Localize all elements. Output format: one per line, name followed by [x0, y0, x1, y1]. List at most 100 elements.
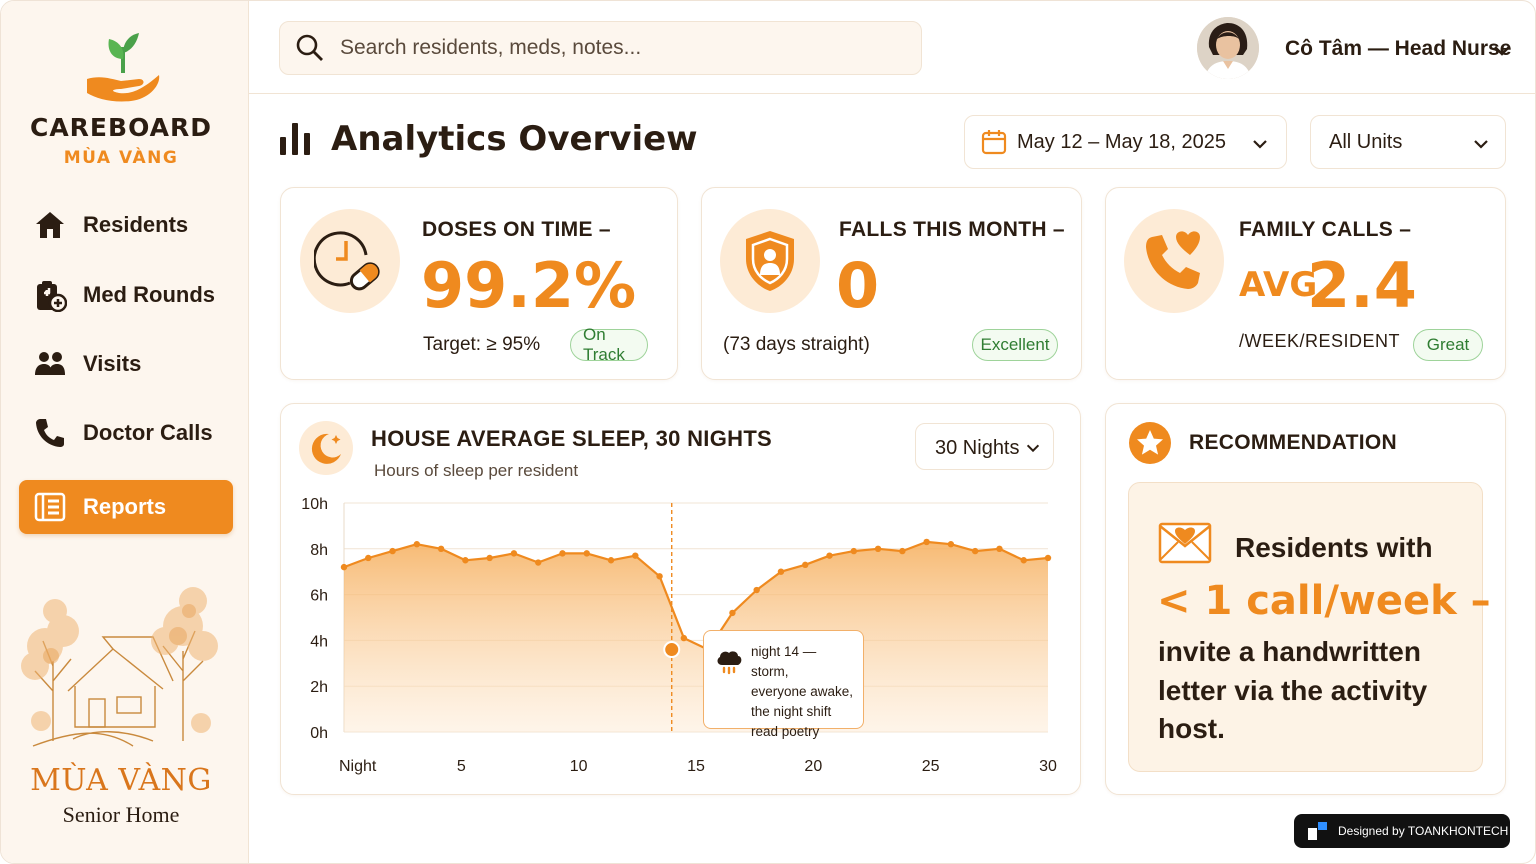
kpi-value: 99.2% — [421, 249, 637, 322]
home-name: MÙA VÀNG — [30, 763, 212, 798]
x-tick-label: 30 — [1039, 758, 1057, 775]
credit-logo-icon — [1308, 822, 1327, 840]
y-tick-label: 2h — [310, 679, 328, 696]
data-point — [874, 545, 882, 552]
date-range-select[interactable]: May 12 – May 18, 2025 — [964, 115, 1287, 169]
data-point — [923, 538, 930, 546]
sidebar-item-label: Med Rounds — [83, 282, 215, 307]
data-point — [753, 586, 760, 594]
data-point — [559, 550, 566, 557]
designer-credit[interactable]: Designed by TOANKHONTECH — [1294, 814, 1510, 848]
storm-cloud-icon — [717, 651, 742, 675]
search-bar[interactable] — [279, 21, 922, 75]
kpi-label: FALLS THIS MONTH – — [839, 218, 1065, 241]
date-range-value: May 12 – May 18, 2025 — [1017, 131, 1227, 153]
data-point — [535, 559, 542, 566]
highlight-point — [663, 641, 681, 659]
people-icon — [35, 352, 65, 375]
bar-chart-icon — [280, 123, 310, 155]
data-point — [632, 552, 639, 559]
x-tick-label: 15 — [687, 758, 705, 775]
status-badge: Great — [1413, 329, 1483, 361]
sidebar-item-visits[interactable]: Visits — [19, 337, 233, 391]
x-tick-label: 5 — [457, 758, 466, 775]
tooltip-line: the night shift — [751, 704, 832, 719]
page-title: Analytics Overview — [331, 119, 698, 159]
unit-select-value: All Units — [1329, 131, 1403, 153]
kpi-footer: /WEEK/RESIDENT — [1239, 331, 1401, 351]
data-point — [947, 541, 955, 548]
home-icon — [36, 212, 64, 238]
y-tick-label: 4h — [310, 633, 328, 650]
moon-icon-circle — [299, 421, 353, 475]
sidebar: CAREBOARD MÙA VÀNG Residents Med Rounds … — [1, 1, 249, 863]
data-point — [389, 547, 396, 555]
data-point — [413, 541, 421, 548]
chevron-down-icon[interactable] — [1491, 39, 1513, 61]
sidebar-item-label: Residents — [83, 212, 189, 237]
area-fill — [344, 541, 1048, 732]
star-badge-icon — [1129, 422, 1171, 464]
kpi-prefix: AVG — [1239, 265, 1318, 305]
data-point — [365, 554, 372, 562]
chart-subtitle: Hours of sleep per resident — [374, 461, 579, 480]
status-badge: Excellent — [972, 329, 1058, 361]
credit-text: Designed by TOANKHONTECH — [1338, 824, 1509, 838]
clock-pill-icon — [314, 231, 380, 291]
y-tick-label: 8h — [310, 542, 328, 559]
data-point — [729, 609, 736, 617]
data-point — [899, 547, 906, 555]
kpi-label: FAMILY CALLS – — [1239, 218, 1412, 241]
data-point — [486, 554, 493, 562]
medical-clipboard-icon — [37, 281, 67, 312]
y-tick-label: 10h — [301, 496, 328, 513]
moon-icon — [311, 433, 341, 464]
brand-title: CAREBOARD — [29, 113, 212, 142]
sidebar-item-label: Visits — [83, 351, 142, 376]
recommendation-highlight: < 1 call/week – — [1157, 578, 1491, 624]
unit-select[interactable]: All Units — [1310, 115, 1506, 169]
data-point — [510, 550, 518, 557]
divider — [249, 93, 1535, 94]
data-point — [437, 545, 445, 552]
sleep-area-chart: 0h 2h 4h 6h 8h 10h Night 5 10 15 20 25 30 — [301, 496, 1057, 775]
tooltip-line: night 14 — storm, — [751, 644, 817, 679]
sidebar-item-residents[interactable]: Residents — [19, 198, 233, 252]
sidebar-item-doctor-calls[interactable]: Doctor Calls — [19, 406, 233, 460]
kpi-icon-circle — [1124, 209, 1224, 313]
kpi-value: 0 — [836, 249, 880, 322]
phone-icon — [36, 419, 64, 447]
kpi-icon-circle — [300, 209, 400, 313]
phone-heart-icon — [1146, 231, 1200, 289]
recommendation-title: RECOMMENDATION — [1189, 431, 1397, 454]
status-badge: On Track — [570, 325, 648, 364]
data-point — [1044, 554, 1052, 562]
sidebar-item-label: Doctor Calls — [83, 420, 213, 445]
kpi-footer: Target: ≥ 95% — [423, 334, 541, 355]
data-point — [1020, 557, 1027, 564]
series-line — [343, 540, 1049, 651]
data-point — [583, 550, 590, 557]
data-point — [607, 557, 615, 564]
nights-select[interactable]: 30 Nights — [915, 423, 1054, 470]
kpi-value: 2.4 — [1307, 249, 1417, 322]
x-tick-label: 10 — [570, 758, 588, 775]
sidebar-item-med-rounds[interactable]: Med Rounds — [19, 268, 233, 322]
data-point — [340, 563, 348, 571]
user-name[interactable]: Cô Tâm — Head Nurse — [1285, 37, 1512, 60]
data-point — [826, 552, 833, 559]
envelope-heart-icon — [1158, 522, 1212, 564]
search-input[interactable] — [340, 36, 880, 60]
x-tick-label: Night — [339, 758, 377, 775]
avatar[interactable] — [1197, 17, 1259, 79]
tooltip-line: everyone awake, — [751, 684, 854, 699]
recommendation-text: invite a handwritten letter via the acti… — [1158, 636, 1428, 744]
data-point — [802, 561, 809, 569]
data-point — [996, 545, 1003, 552]
sidebar-item-reports[interactable]: Reports — [19, 480, 233, 534]
kpi-footer: (73 days straight) — [723, 334, 870, 355]
house-illustration — [21, 587, 218, 747]
shield-person-icon — [746, 231, 794, 291]
recommendation-line1: Residents with — [1235, 532, 1433, 563]
search-icon — [296, 34, 323, 61]
